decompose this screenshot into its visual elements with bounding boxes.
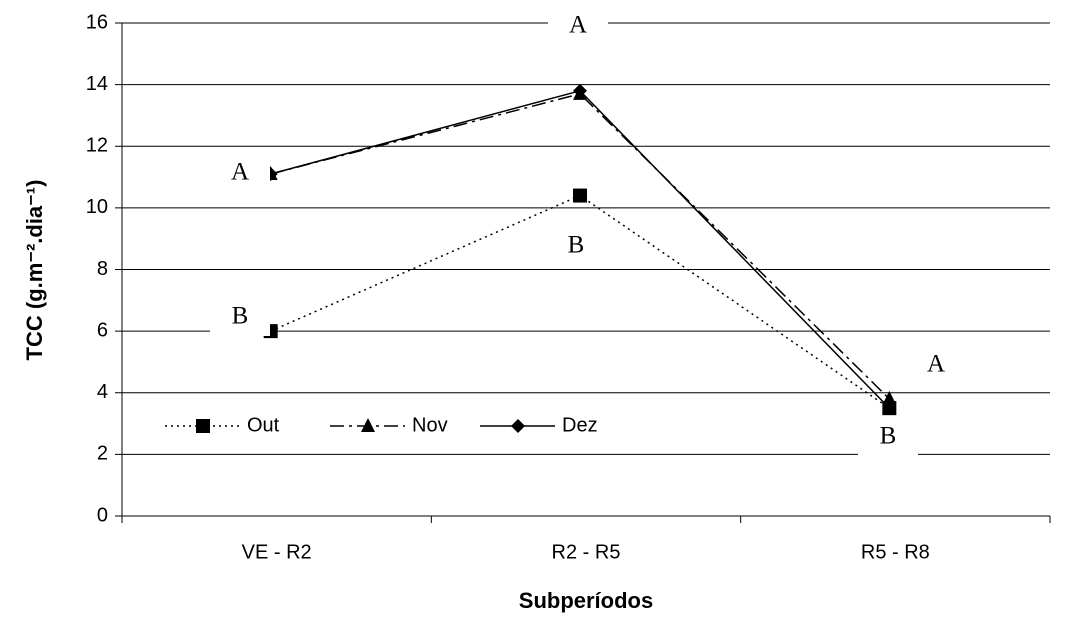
annotation: B bbox=[880, 423, 897, 450]
marker bbox=[573, 83, 587, 98]
annotation-bg bbox=[210, 152, 270, 192]
annotation: A bbox=[231, 159, 249, 186]
annotation-bg bbox=[906, 344, 966, 384]
legend-marker bbox=[511, 419, 525, 433]
x-tick-label: VE - R2 bbox=[242, 541, 312, 563]
legend-label: Dez bbox=[562, 414, 598, 436]
annotation: A bbox=[569, 12, 587, 39]
marker bbox=[573, 188, 587, 203]
annotation-bg bbox=[858, 416, 918, 456]
legend-label: Out bbox=[247, 414, 280, 436]
annotation: A bbox=[927, 351, 945, 378]
y-tick-label: 4 bbox=[97, 381, 108, 403]
annotation-bg bbox=[546, 225, 606, 265]
y-axis-label: TCC (g.m⁻².dia⁻¹) bbox=[22, 180, 47, 361]
x-axis-label: Subperíodos bbox=[519, 588, 653, 613]
legend-marker bbox=[361, 418, 375, 432]
y-tick-label: 2 bbox=[97, 443, 108, 465]
y-tick-label: 16 bbox=[86, 11, 108, 33]
y-tick-label: 14 bbox=[86, 73, 108, 95]
annotation: B bbox=[568, 232, 585, 259]
y-tick-label: 0 bbox=[97, 504, 108, 526]
annotation-bg bbox=[210, 296, 270, 336]
annotation: B bbox=[232, 303, 249, 330]
marker bbox=[882, 401, 897, 416]
annotation-bg bbox=[548, 5, 608, 45]
y-tick-label: 10 bbox=[86, 196, 108, 218]
y-tick-label: 6 bbox=[97, 319, 108, 341]
x-tick-label: R2 - R5 bbox=[552, 541, 621, 563]
legend-marker bbox=[196, 419, 210, 433]
y-tick-label: 8 bbox=[97, 258, 108, 280]
legend-label: Nov bbox=[412, 414, 448, 436]
y-tick-label: 12 bbox=[86, 135, 108, 157]
marker bbox=[882, 390, 897, 405]
x-tick-label: R5 - R8 bbox=[861, 541, 930, 563]
